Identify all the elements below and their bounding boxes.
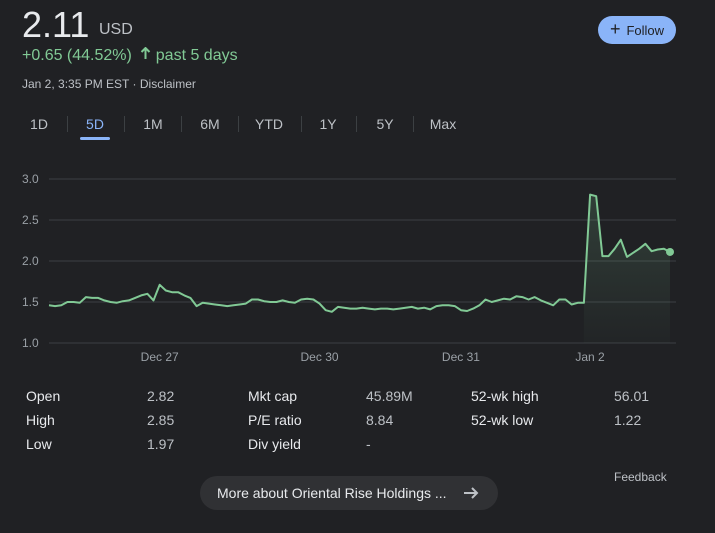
- timestamp-line: Jan 2, 3:35 PM EST · Disclaimer: [22, 77, 196, 91]
- stat-value: 1.22: [614, 412, 642, 428]
- plus-icon: +: [609, 19, 621, 39]
- tab-divider: [413, 116, 414, 132]
- x-tick-label: Dec 30: [301, 350, 339, 364]
- stat-label: Open: [26, 388, 61, 404]
- stat-label: 52-wk high: [471, 388, 539, 404]
- tab-5d[interactable]: 5D: [80, 110, 110, 140]
- change-period: past 5 days: [155, 47, 238, 64]
- stat-value: 2.85: [147, 412, 175, 428]
- feedback-link[interactable]: Feedback: [614, 470, 667, 484]
- x-tick-label: Dec 27: [141, 350, 179, 364]
- area-fill: [583, 194, 670, 343]
- stat-label: 52-wk low: [471, 412, 534, 428]
- stat-label: Mkt cap: [248, 388, 298, 404]
- x-tick-label: Jan 2: [575, 350, 605, 364]
- follow-button[interactable]: + Follow: [598, 16, 676, 44]
- y-tick-label: 1.5: [22, 295, 39, 309]
- stat-label: Low: [26, 436, 52, 452]
- stat-value: -: [366, 436, 371, 452]
- tab-5y[interactable]: 5Y: [376, 116, 394, 132]
- tab-1y[interactable]: 1Y: [319, 116, 337, 132]
- more-about-label: More about Oriental Rise Holdings ...: [217, 485, 447, 501]
- meta-separator: ·: [132, 77, 137, 91]
- range-tabs: 1D 5D 1M 6M YTD 1Y 5Y Max: [0, 110, 715, 142]
- tab-1m[interactable]: 1M: [143, 116, 163, 132]
- stat-value: 2.82: [147, 388, 175, 404]
- follow-label: Follow: [626, 22, 665, 38]
- tab-1d[interactable]: 1D: [30, 116, 48, 132]
- y-tick-label: 2.5: [22, 213, 39, 227]
- tab-ytd[interactable]: YTD: [255, 116, 283, 132]
- more-about-button[interactable]: More about Oriental Rise Holdings ...: [200, 476, 498, 510]
- last-point: [666, 247, 674, 256]
- tab-divider: [356, 116, 357, 132]
- stat-value: 1.97: [147, 436, 175, 452]
- disclaimer-link[interactable]: Disclaimer: [139, 77, 196, 91]
- stat-value: 8.84: [366, 412, 394, 428]
- tab-divider: [238, 116, 239, 132]
- arrow-right-icon: [462, 484, 480, 502]
- price-chart[interactable]: 3.0 2.5 2.0 1.5 1.0 Dec 27 Dec 30 Dec 31 Jan 2: [0, 160, 715, 375]
- stat-value: 56.01: [614, 388, 650, 404]
- y-tick-label: 3.0: [22, 172, 39, 186]
- timestamp: Jan 2, 3:35 PM EST: [22, 77, 130, 91]
- x-tick-label: Dec 31: [442, 350, 480, 364]
- tab-divider: [301, 116, 302, 132]
- arrow-up-icon: [140, 46, 151, 65]
- stat-label: Div yield: [248, 436, 301, 452]
- stat-label: High: [26, 412, 55, 428]
- y-tick-label: 1.0: [22, 336, 39, 350]
- tab-max[interactable]: Max: [429, 116, 457, 132]
- stat-value: 45.89M: [366, 388, 413, 404]
- change-amount: +0.65 (44.52%): [22, 47, 132, 64]
- price-change: +0.65 (44.52%) past 5 days: [22, 46, 238, 65]
- tab-divider: [67, 116, 68, 132]
- y-tick-label: 2.0: [22, 254, 39, 268]
- currency-label: USD: [99, 21, 133, 38]
- tab-6m[interactable]: 6M: [200, 116, 220, 132]
- price-value: 2.11: [22, 4, 90, 45]
- tab-divider: [124, 116, 125, 132]
- stat-label: P/E ratio: [248, 412, 302, 428]
- tab-divider: [181, 116, 182, 132]
- price-line: [48, 193, 671, 313]
